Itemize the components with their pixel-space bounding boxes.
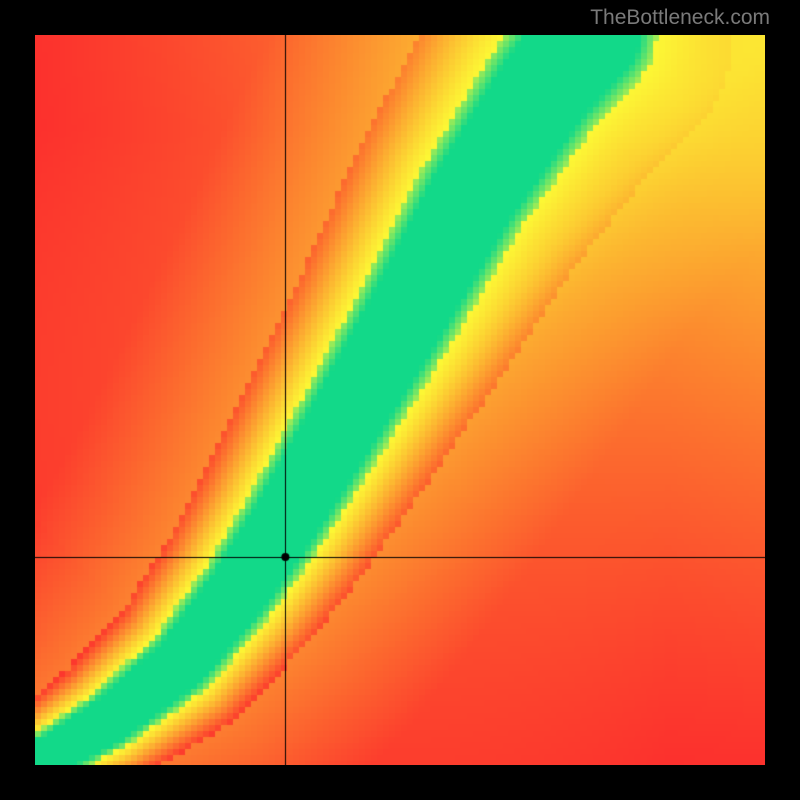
- heatmap-canvas: [35, 35, 765, 765]
- watermark-text: TheBottleneck.com: [590, 6, 770, 30]
